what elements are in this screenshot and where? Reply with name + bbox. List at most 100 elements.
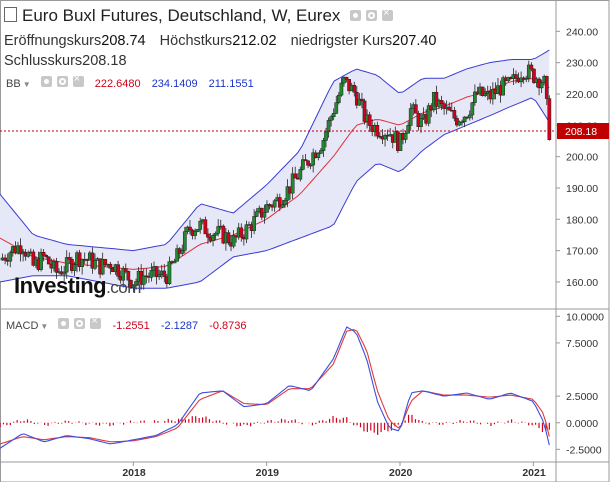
eye-icon[interactable]	[350, 10, 362, 21]
candle-body	[452, 110, 457, 119]
y-tick-label: 160.00	[566, 277, 598, 289]
open-value: 208.74	[101, 33, 146, 49]
candle-body	[290, 173, 295, 194]
candle-body	[434, 91, 439, 107]
candle-body	[182, 231, 187, 251]
candle-body	[526, 64, 531, 79]
candle-body	[254, 211, 259, 217]
high-label: Höchstkurs	[159, 33, 233, 49]
candle-body	[329, 116, 333, 121]
open-label: Eröffnungskurs	[4, 33, 102, 49]
caret-down-icon[interactable]: ▼	[40, 322, 49, 331]
candle-body	[398, 133, 403, 151]
candle-body	[344, 76, 349, 80]
candle-body	[211, 235, 215, 241]
gear-icon[interactable]	[74, 318, 86, 329]
candle-body	[62, 271, 67, 275]
y-tick-label: 190.00	[566, 183, 598, 195]
macd-y-tick-label: -2.5000	[566, 444, 602, 456]
candle-body	[126, 270, 131, 281]
candle-body	[519, 77, 523, 83]
candle-body	[480, 86, 485, 96]
low-value: 207.40	[392, 33, 437, 49]
candle-body	[383, 134, 387, 140]
y-tick-label: 200.00	[566, 152, 598, 164]
close-icon[interactable]	[90, 315, 102, 329]
close-row: Schlusskurs208.18	[4, 53, 127, 69]
candle-body	[64, 257, 69, 273]
candle-body	[206, 233, 210, 238]
candle-body	[93, 260, 97, 269]
candle-body	[121, 268, 126, 281]
candle-body	[244, 224, 249, 240]
gear-icon[interactable]	[366, 10, 378, 21]
candle-body	[308, 164, 313, 167]
candle-body	[414, 104, 418, 114]
chart-title-row: Euro Buxl Futures, Deutschland, W, Eurex	[4, 6, 394, 26]
last-price-label: 208.18	[565, 126, 597, 138]
y-tick-label: 170.00	[566, 246, 598, 258]
candle-body	[367, 114, 372, 126]
candle-body	[108, 263, 113, 269]
candle-body	[460, 121, 464, 123]
candle-body	[319, 150, 323, 154]
candle-body	[80, 258, 84, 267]
candle-body	[213, 233, 218, 236]
macd-y-tick-label: 10.0000	[566, 311, 604, 323]
logo-main: Investing	[14, 273, 107, 298]
candle-body	[8, 252, 13, 262]
eye-icon[interactable]	[58, 318, 70, 329]
close-value: 208.18	[82, 53, 127, 69]
candle-body	[403, 132, 408, 140]
candle-body	[54, 261, 59, 273]
candle-body	[277, 197, 282, 208]
bb-lower-value: 211.1551	[208, 78, 254, 90]
close-icon[interactable]	[72, 73, 84, 87]
candle-body	[544, 76, 549, 99]
candle-body	[44, 255, 49, 258]
candle-body	[239, 227, 244, 238]
candle-body	[265, 204, 269, 213]
bollinger-lower-line	[0, 97, 550, 289]
candle-body	[283, 200, 287, 205]
candle-body	[175, 248, 179, 262]
eye-icon[interactable]	[40, 76, 52, 87]
candle-body	[193, 231, 197, 236]
caret-down-icon[interactable]: ▼	[22, 80, 31, 89]
macd-histogram-group	[0, 414, 550, 435]
close-icon[interactable]	[382, 7, 394, 21]
bb-upper-value: 234.1409	[151, 78, 198, 90]
bb-middle-value: 222.6480	[94, 78, 141, 90]
candle-body	[141, 275, 146, 285]
gear-icon[interactable]	[56, 76, 68, 87]
collapse-icon[interactable]	[4, 7, 17, 22]
candle-body	[342, 76, 346, 84]
candle-body	[298, 169, 303, 180]
candle-body	[334, 102, 339, 114]
candle-body	[462, 116, 467, 122]
candle-body	[514, 74, 518, 79]
y-tick-label: 240.00	[566, 26, 598, 38]
macd-line	[0, 326, 550, 449]
candle-body	[167, 261, 172, 285]
candle-body	[116, 264, 120, 277]
candle-body	[408, 108, 413, 126]
candle-body	[473, 91, 477, 103]
candle-body	[483, 93, 488, 96]
candle-body	[326, 120, 331, 133]
candle-body	[532, 68, 536, 83]
chart-title: Euro Buxl Futures, Deutschland, W, Eurex	[22, 6, 341, 25]
candle-body	[419, 118, 423, 127]
candle-body	[172, 261, 177, 264]
macd-signal-line	[0, 329, 550, 445]
high-value: 212.02	[232, 33, 277, 49]
low-label: niedrigster Kurs	[290, 33, 393, 49]
candle-body	[3, 257, 7, 261]
x-tick-label: 2019	[256, 467, 280, 479]
candle-body	[26, 252, 31, 257]
candle-body	[426, 105, 431, 124]
candle-body	[129, 279, 133, 288]
candle-body	[41, 251, 46, 256]
macd-line-value: -2.1287	[160, 320, 199, 332]
candle-body	[203, 219, 208, 235]
